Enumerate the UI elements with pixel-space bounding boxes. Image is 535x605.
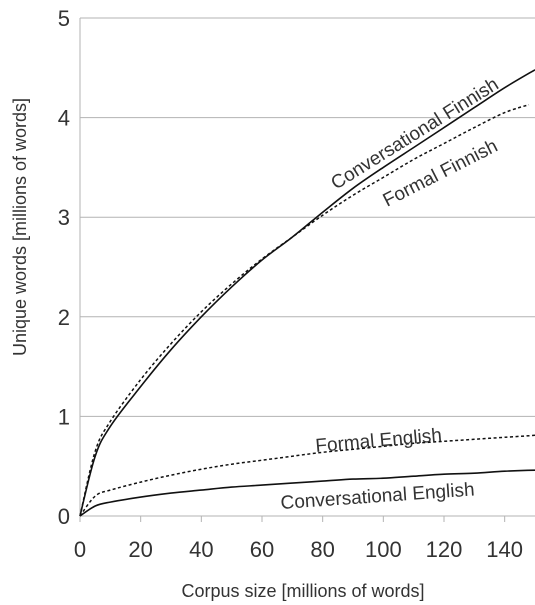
y-tick-label: 4 xyxy=(58,106,70,131)
y-tick-label: 3 xyxy=(58,205,70,230)
series-label-formal-english: Formal English xyxy=(315,425,443,457)
y-tick-label: 2 xyxy=(58,305,70,330)
x-tick-label: 0 xyxy=(74,537,86,562)
line-conversational-english xyxy=(79,469,535,517)
x-tick-label: 40 xyxy=(189,537,213,562)
line-formal-english xyxy=(79,434,535,517)
y-tick-label: 5 xyxy=(58,6,70,31)
series-label-conversational-english: Conversational English xyxy=(280,479,475,514)
x-axis-title: Corpus size [millions of words] xyxy=(181,581,424,601)
tick-labels: 0 1 2 3 4 5 0 20 40 60 80 100 120 140 xyxy=(58,6,523,562)
x-tick-label: 120 xyxy=(426,537,463,562)
x-tick-label: 20 xyxy=(128,537,152,562)
series-labels: Conversational Finnish Formal Finnish Fo… xyxy=(280,74,503,514)
x-tick-label: 140 xyxy=(486,537,523,562)
y-axis-title: Unique words [millions of words] xyxy=(10,98,30,356)
x-tick-label: 60 xyxy=(250,537,274,562)
series-lines xyxy=(79,69,535,517)
line-conversational-finnish xyxy=(79,69,535,517)
grid-layer xyxy=(80,17,535,417)
x-tick-label: 80 xyxy=(310,537,334,562)
y-tick-label: 1 xyxy=(58,404,70,429)
axis-layer xyxy=(79,18,535,522)
y-tick-label: 0 xyxy=(58,504,70,529)
x-tick-label: 100 xyxy=(365,537,402,562)
